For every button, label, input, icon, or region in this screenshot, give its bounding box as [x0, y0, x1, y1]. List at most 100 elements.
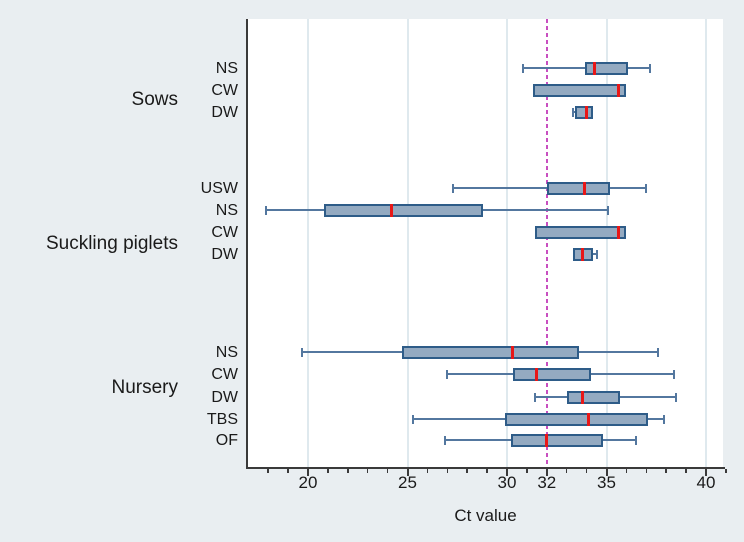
median-line	[616, 225, 620, 239]
group-label-suckling-piglets: Suckling piglets	[45, 233, 178, 254]
x-tick-label: 32	[537, 473, 557, 492]
reference-line	[545, 19, 548, 467]
row-label-suckling-piglets-ns: NS	[215, 201, 238, 219]
median-line	[583, 181, 587, 195]
median-line	[535, 367, 539, 381]
whisker-line-low	[522, 67, 585, 69]
x-minor-tick	[486, 469, 488, 473]
x-minor-tick	[645, 469, 648, 473]
whisker-cap-low	[444, 435, 447, 445]
x-minor-tick	[625, 469, 628, 473]
whisker-line-low	[447, 373, 513, 375]
row-label-nursery-dw: DW	[211, 388, 238, 406]
gridline	[406, 19, 409, 467]
median-line	[587, 412, 591, 426]
box	[401, 345, 579, 359]
whisker-line-low	[445, 439, 511, 441]
row-label-suckling-piglets-usw: USW	[200, 179, 238, 197]
row-label-nursery-tbs: TBS	[206, 410, 238, 428]
x-minor-tick	[685, 469, 687, 473]
box	[512, 367, 591, 381]
box	[546, 181, 611, 195]
x-major-tick	[545, 469, 548, 476]
whisker-line-high	[610, 187, 647, 189]
whisker-cap-high	[649, 63, 652, 73]
whisker-cap-low	[412, 414, 415, 424]
whisker-line-low	[302, 351, 402, 353]
box	[566, 390, 621, 404]
x-major-tick	[605, 469, 608, 476]
x-tick-label: 20	[298, 473, 318, 492]
box	[584, 61, 629, 75]
whisker-line-high	[483, 209, 609, 211]
x-minor-tick	[267, 469, 269, 473]
x-tick-label: 40	[696, 473, 716, 492]
whisker-line-high	[648, 418, 665, 420]
x-minor-tick	[386, 469, 389, 473]
x-minor-tick	[446, 469, 449, 473]
x-minor-tick	[565, 469, 568, 473]
x-major-tick	[506, 469, 508, 476]
whisker-line-low	[266, 209, 324, 211]
x-tick-label: 25	[398, 473, 417, 492]
gridline	[506, 19, 508, 467]
whisker-cap-low	[521, 63, 524, 73]
gridline	[705, 19, 707, 467]
whisker-line-high	[590, 373, 675, 375]
gridline	[605, 19, 608, 467]
median-line	[585, 105, 589, 119]
whisker-cap-low	[533, 392, 536, 402]
group-label-sows: Sows	[131, 89, 178, 110]
row-label-nursery-of: OF	[215, 431, 238, 449]
box	[510, 433, 603, 447]
whisker-line-high	[602, 439, 637, 441]
row-label-suckling-piglets-cw: CW	[211, 223, 238, 241]
x-major-tick	[705, 469, 707, 476]
x-minor-tick	[466, 469, 468, 473]
whisker-line-high	[592, 253, 597, 255]
row-label-sows-ns: NS	[215, 59, 238, 77]
plot-area	[248, 19, 723, 467]
whisker-cap-low	[446, 369, 449, 379]
whisker-cap-high	[663, 414, 666, 424]
whisker-cap-low	[301, 347, 304, 357]
median-line	[581, 247, 585, 261]
x-minor-tick	[287, 469, 289, 473]
whisker-cap-high	[645, 183, 648, 193]
median-line	[593, 61, 597, 75]
median-line	[390, 203, 394, 217]
whisker-line-low	[534, 396, 567, 398]
row-label-sows-cw: CW	[211, 81, 238, 99]
x-minor-tick	[526, 469, 528, 473]
row-label-suckling-piglets-dw: DW	[211, 245, 238, 263]
whisker-cap-high	[673, 369, 676, 379]
x-minor-tick	[426, 469, 429, 473]
row-label-nursery-ns: NS	[215, 343, 238, 361]
median-line	[511, 345, 515, 359]
box	[505, 412, 649, 426]
x-minor-tick	[585, 469, 588, 473]
whisker-cap-low	[265, 205, 268, 215]
whisker-line-high	[620, 396, 677, 398]
whisker-cap-high	[607, 205, 610, 215]
y-axis-line	[246, 19, 248, 469]
box	[534, 225, 627, 239]
gridline	[307, 19, 309, 467]
x-major-tick	[307, 469, 309, 476]
box	[532, 83, 627, 97]
whisker-cap-low	[571, 107, 574, 117]
x-tick-label: 30	[497, 473, 517, 492]
whisker-cap-high	[657, 347, 660, 357]
x-minor-tick	[665, 469, 667, 473]
whisker-line-high	[578, 351, 659, 353]
box	[574, 105, 593, 119]
group-label-nursery: Nursery	[111, 377, 178, 398]
box	[323, 203, 484, 217]
x-minor-tick	[327, 469, 329, 473]
whisker-cap-high	[675, 392, 678, 402]
row-label-nursery-cw: CW	[211, 365, 238, 383]
x-minor-tick	[366, 469, 369, 473]
x-axis-line	[246, 467, 725, 469]
whisker-line-low	[453, 187, 547, 189]
